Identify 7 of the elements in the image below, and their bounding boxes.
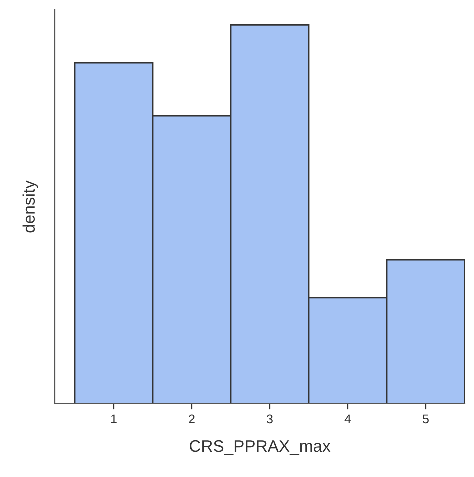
x-axis-title: CRS_PPRAX_max	[190, 440, 331, 456]
y-axis-title: density	[22, 180, 38, 233]
x-tick-label: 5	[423, 414, 429, 424]
x-tick-label: 2	[189, 414, 195, 424]
x-tick-label: 1	[111, 414, 117, 424]
x-tick-label: 4	[344, 414, 352, 424]
x-tick-label: 3	[267, 414, 273, 424]
